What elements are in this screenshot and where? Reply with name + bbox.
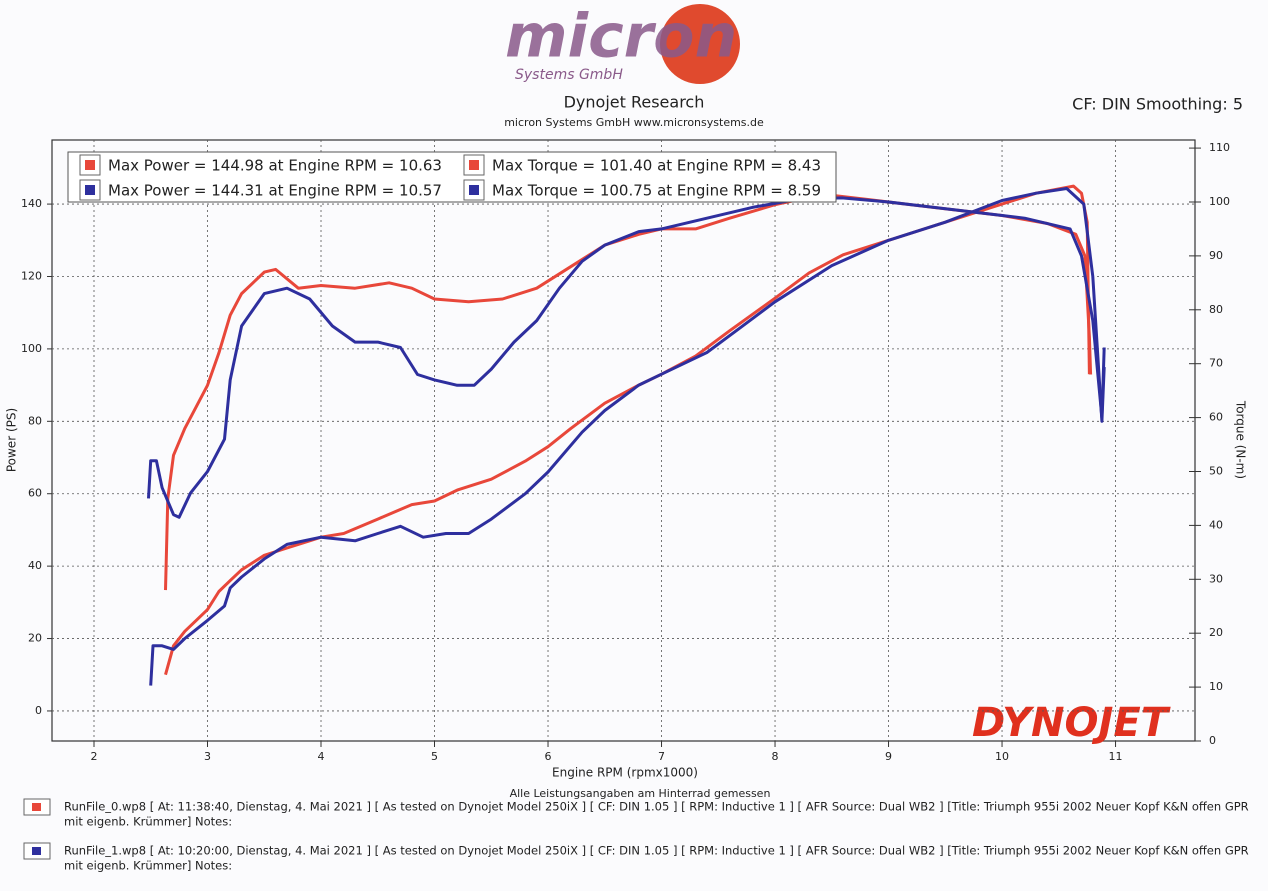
x-axis-label: Engine RPM (rpmx1000) — [552, 766, 698, 780]
y2-tick-label: 80 — [1209, 303, 1223, 316]
y-tick-label: 120 — [21, 269, 42, 282]
run-line: mit eigenb. Krümmer] Notes: — [64, 815, 232, 829]
y-tick-label: 60 — [28, 487, 42, 500]
x-tick-label: 11 — [1109, 750, 1123, 763]
legend-label: Max Torque = 100.75 at Engine RPM = 8.59 — [492, 182, 821, 200]
x-tick-label: 6 — [545, 750, 552, 763]
series-line — [147, 196, 1106, 519]
logo-circle — [660, 4, 740, 84]
run-swatch-fill — [32, 847, 41, 855]
legend-swatch-fill — [469, 160, 479, 170]
y-tick-label: 0 — [35, 704, 42, 717]
y-axis-label: Power (PS) — [5, 408, 19, 472]
series-line — [149, 187, 1106, 686]
y2-tick-label: 0 — [1209, 734, 1216, 747]
y2-tick-label: 30 — [1209, 572, 1223, 585]
legend-label: Max Power = 144.31 at Engine RPM = 10.57 — [108, 182, 442, 200]
legend-swatch-fill — [469, 185, 479, 195]
x-tick-label: 8 — [772, 750, 779, 763]
legend-label: Max Torque = 101.40 at Engine RPM = 8.43 — [492, 157, 821, 175]
x-tick-label: 2 — [90, 750, 97, 763]
y2-tick-label: 20 — [1209, 626, 1223, 639]
y2-tick-label: 70 — [1209, 357, 1223, 370]
logo-tagline: Systems GmbH — [515, 67, 623, 83]
y2-tick-label: 60 — [1209, 411, 1223, 424]
y2-tick-label: 50 — [1209, 464, 1223, 477]
x-tick-label: 5 — [431, 750, 438, 763]
y-tick-label: 140 — [21, 197, 42, 210]
y2-tick-label: 90 — [1209, 249, 1223, 262]
x-tick-label: 9 — [885, 750, 892, 763]
chart-subtitle: micron Systems GmbH www.micronsystems.de — [504, 116, 764, 129]
x-tick-label: 7 — [658, 750, 665, 763]
y-tick-label: 40 — [28, 559, 42, 572]
legend-box — [67, 151, 837, 203]
run-swatch-fill — [32, 803, 41, 811]
y2-axis-label: Torque (N-m) — [1234, 400, 1248, 479]
x-tick-label: 10 — [995, 750, 1009, 763]
legend-label: Max Power = 144.98 at Engine RPM = 10.63 — [108, 157, 442, 175]
settings-label: CF: DIN Smoothing: 5 — [1072, 95, 1243, 114]
y-tick-label: 100 — [21, 342, 42, 355]
y-tick-label: 80 — [28, 414, 42, 427]
chart-title: Dynojet Research — [564, 93, 705, 112]
legend-swatch-fill — [85, 185, 95, 195]
run-line: RunFile_0.wp8 [ At: 11:38:40, Dienstag, … — [64, 800, 1249, 814]
run-line: RunFile_1.wp8 [ At: 10:20:00, Dienstag, … — [64, 844, 1249, 858]
y2-tick-label: 110 — [1209, 141, 1230, 154]
y2-tick-label: 100 — [1209, 195, 1230, 208]
legend-swatch-fill — [85, 160, 95, 170]
y2-tick-label: 40 — [1209, 518, 1223, 531]
x-tick-label: 4 — [318, 750, 325, 763]
x-tick-label: 3 — [204, 750, 211, 763]
run-line: mit eigenb. Krümmer] Notes: — [64, 859, 232, 873]
y-tick-label: 20 — [28, 632, 42, 645]
y2-tick-label: 10 — [1209, 680, 1223, 693]
plot-frame — [51, 139, 1196, 742]
watermark: DYNOJET — [972, 700, 1171, 746]
footnote: Alle Leistungsangaben am Hinterrad gemes… — [510, 787, 771, 800]
logo-name: micron — [505, 2, 737, 72]
